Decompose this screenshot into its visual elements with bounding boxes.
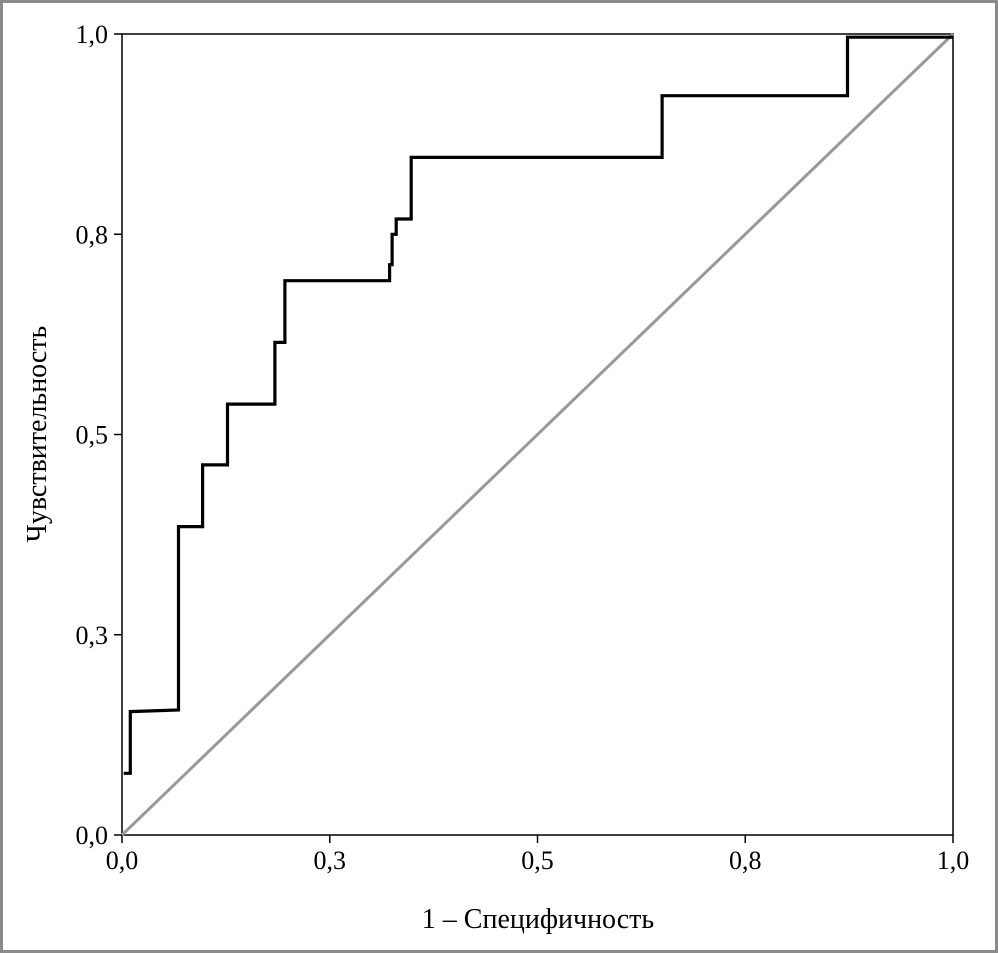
x-axis-label: 1 – Специфичность [422, 904, 654, 935]
y-tick-label: 1,0 [76, 20, 109, 49]
y-axis-label: Чувствительность [22, 326, 53, 543]
x-tick-label: 0,5 [521, 846, 554, 875]
x-tick-label: 0,3 [314, 846, 347, 875]
y-tick-label: 0,3 [76, 621, 109, 650]
reference-diagonal-line [120, 32, 955, 837]
roc-curve-line [123, 35, 953, 775]
y-tick-label: 0,0 [76, 821, 109, 850]
ticks-group: 0,0 0,3 0,5 0,8 1,0 0,0 0,3 0,5 0,8 1,0 [76, 20, 970, 875]
y-tick-label: 0,5 [76, 421, 109, 450]
series-group [120, 32, 955, 837]
x-tick-label: 0,8 [729, 846, 762, 875]
x-tick-label: 0,0 [106, 846, 139, 875]
y-tick-label: 0,8 [76, 220, 109, 249]
x-tick-label: 1,0 [937, 846, 970, 875]
